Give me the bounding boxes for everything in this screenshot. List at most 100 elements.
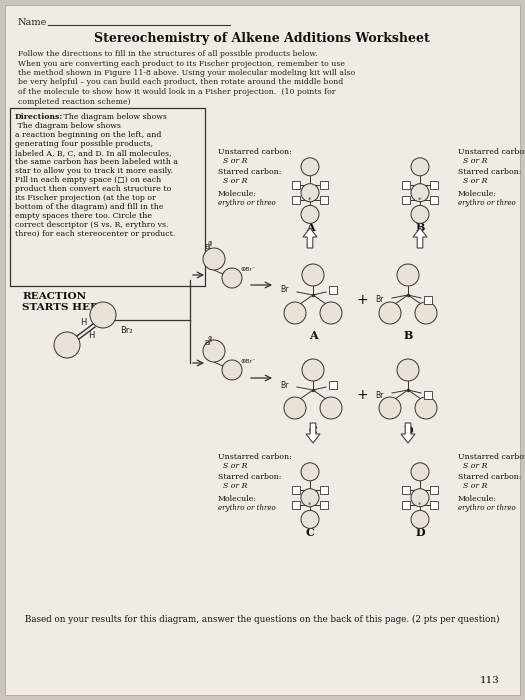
Text: D: D — [415, 527, 425, 538]
Circle shape — [301, 158, 319, 176]
Text: ⊕Br⁻: ⊕Br⁻ — [240, 359, 255, 364]
Text: Molecule:: Molecule: — [458, 190, 497, 198]
Text: S or R: S or R — [463, 157, 488, 165]
Text: Unstarred carbon:: Unstarred carbon: — [218, 148, 292, 156]
Circle shape — [203, 340, 225, 362]
Circle shape — [301, 183, 319, 202]
Text: D: D — [403, 425, 413, 436]
Circle shape — [302, 264, 324, 286]
Bar — [329, 381, 337, 389]
Bar — [10, 108, 205, 286]
Bar — [292, 486, 300, 494]
Text: of the molecule to show how it would look in a Fisher projection.  (10 points fo: of the molecule to show how it would loo… — [18, 88, 335, 96]
Text: H: H — [80, 318, 87, 327]
Text: Directions:: Directions: — [15, 113, 63, 121]
Bar — [320, 197, 328, 204]
Bar — [430, 181, 438, 189]
Text: When you are converting each product to its Fischer projection, remember to use: When you are converting each product to … — [18, 60, 345, 67]
Circle shape — [222, 360, 242, 380]
Text: erythro or threo: erythro or threo — [458, 504, 516, 512]
Circle shape — [415, 397, 437, 419]
Circle shape — [320, 397, 342, 419]
Text: correct descriptor (S vs. R, erythro vs.: correct descriptor (S vs. R, erythro vs. — [15, 221, 169, 229]
Text: REACTION
STARTS HERE: REACTION STARTS HERE — [22, 292, 107, 312]
Text: labeled A, B, C, and D. In all molecules,: labeled A, B, C, and D. In all molecules… — [15, 149, 172, 157]
Text: B: B — [415, 222, 425, 233]
Text: ⊕: ⊕ — [208, 241, 213, 246]
Circle shape — [54, 332, 80, 358]
Text: C: C — [306, 527, 314, 538]
Circle shape — [320, 302, 342, 324]
Text: star to allow you to track it more easily.: star to allow you to track it more easil… — [15, 167, 173, 175]
Bar — [320, 501, 328, 510]
Circle shape — [411, 463, 429, 481]
Circle shape — [415, 302, 437, 324]
Text: B: B — [403, 330, 413, 341]
Text: threo) for each stereocenter or product.: threo) for each stereocenter or product. — [15, 230, 175, 238]
Text: S or R: S or R — [223, 482, 247, 490]
Text: Fill in each empty space (□) on each: Fill in each empty space (□) on each — [15, 176, 161, 184]
Text: completed reaction scheme): completed reaction scheme) — [18, 97, 131, 106]
Text: The diagram below shows: The diagram below shows — [15, 122, 121, 130]
Text: Based on your results for this diagram, answer the questions on the back of this: Based on your results for this diagram, … — [25, 615, 499, 624]
Circle shape — [90, 302, 116, 328]
Text: Starred carbon:: Starred carbon: — [458, 473, 521, 481]
Text: erythro or threo: erythro or threo — [458, 199, 516, 207]
Polygon shape — [413, 228, 427, 248]
Text: Name: Name — [18, 18, 47, 27]
Text: Starred carbon:: Starred carbon: — [218, 168, 281, 176]
Polygon shape — [401, 423, 415, 443]
Text: be very helpful – you can build each product, then rotate around the middle bond: be very helpful – you can build each pro… — [18, 78, 343, 87]
Bar — [430, 486, 438, 494]
Text: H: H — [88, 331, 94, 340]
Text: *: * — [418, 501, 422, 508]
Text: S or R: S or R — [463, 462, 488, 470]
Bar — [320, 486, 328, 494]
Circle shape — [301, 489, 319, 507]
Bar — [430, 501, 438, 510]
Text: *: * — [308, 197, 312, 202]
Text: erythro or threo: erythro or threo — [218, 504, 276, 512]
Circle shape — [284, 302, 306, 324]
Bar — [424, 296, 432, 304]
Bar — [402, 197, 410, 204]
Circle shape — [302, 359, 324, 381]
Bar — [402, 181, 410, 189]
Text: 113: 113 — [480, 676, 500, 685]
Text: its Fischer projection (at the top or: its Fischer projection (at the top or — [15, 194, 156, 202]
Text: Br: Br — [375, 295, 384, 304]
Bar — [402, 501, 410, 510]
Text: C: C — [309, 425, 318, 436]
Bar — [292, 197, 300, 204]
Text: a reaction beginning on the left, and: a reaction beginning on the left, and — [15, 131, 161, 139]
Text: Br: Br — [375, 391, 384, 400]
Circle shape — [203, 248, 225, 270]
Text: Starred carbon:: Starred carbon: — [218, 473, 281, 481]
Text: product then convert each structure to: product then convert each structure to — [15, 185, 171, 193]
Text: empty spaces there too. Circle the: empty spaces there too. Circle the — [15, 212, 152, 220]
Circle shape — [411, 205, 429, 223]
Bar — [320, 181, 328, 189]
Text: Br: Br — [281, 286, 289, 295]
Circle shape — [379, 302, 401, 324]
Text: the method shown in Figure 11-8 above. Using your molecular modeling kit will al: the method shown in Figure 11-8 above. U… — [18, 69, 355, 77]
Text: ⊕: ⊕ — [208, 336, 213, 341]
Circle shape — [284, 397, 306, 419]
Text: *: * — [418, 197, 422, 202]
Text: Molecule:: Molecule: — [458, 495, 497, 503]
Text: +: + — [356, 293, 368, 307]
Polygon shape — [306, 423, 320, 443]
Text: Br: Br — [204, 244, 212, 250]
Text: ⊕Br⁻: ⊕Br⁻ — [240, 267, 255, 272]
Text: S or R: S or R — [223, 177, 247, 185]
Circle shape — [301, 463, 319, 481]
Text: Starred carbon:: Starred carbon: — [458, 168, 521, 176]
Text: The diagram below shows: The diagram below shows — [61, 113, 167, 121]
Text: Stereochemistry of Alkene Additions Worksheet: Stereochemistry of Alkene Additions Work… — [94, 32, 430, 45]
Text: Follow the directions to fill in the structures of all possible products below.: Follow the directions to fill in the str… — [18, 50, 318, 58]
Bar — [329, 286, 337, 294]
Circle shape — [301, 205, 319, 223]
Circle shape — [397, 359, 419, 381]
Text: Unstarred carbon:: Unstarred carbon: — [218, 453, 292, 461]
Text: +: + — [356, 388, 368, 402]
